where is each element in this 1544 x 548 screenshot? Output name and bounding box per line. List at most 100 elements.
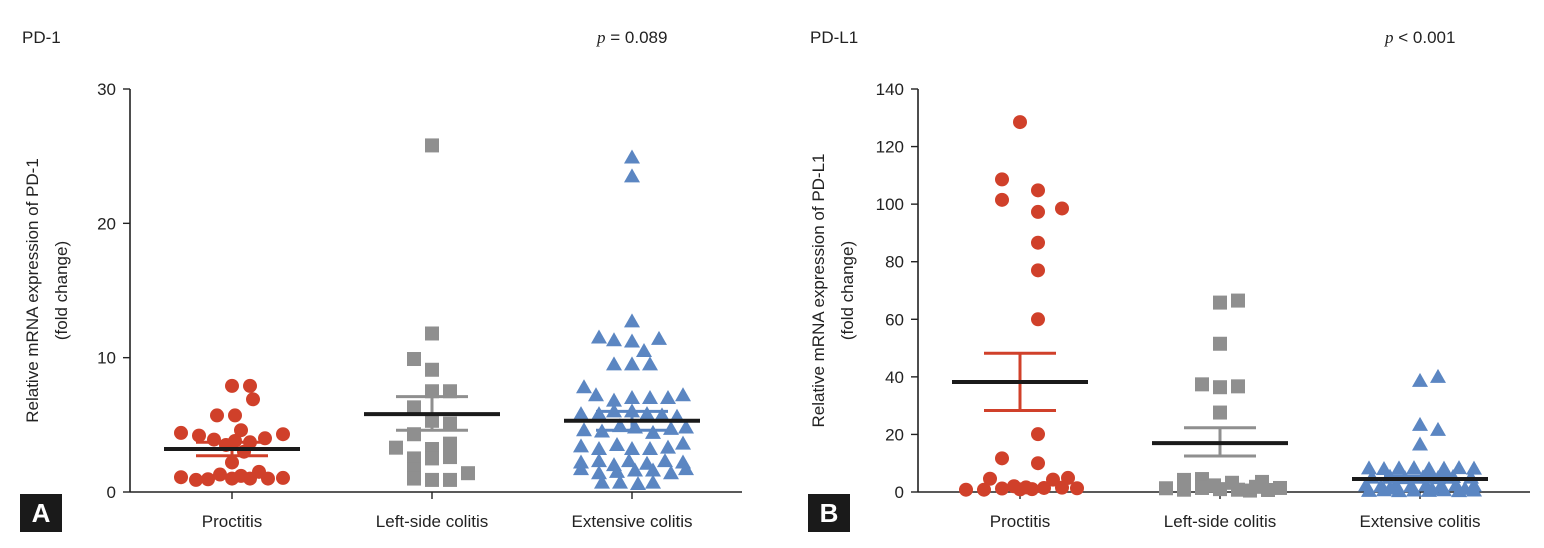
chart-pd1: 0 10 20 30 Proctitis Left-side colitis Extensi… [23, 80, 742, 531]
data-point-triangle [630, 475, 646, 490]
data-point-circle [1070, 481, 1084, 496]
data-point-circle [1031, 204, 1045, 219]
chart-title-pd1: PD-1 [22, 28, 61, 47]
data-point-triangle [642, 389, 658, 404]
data-point-square [1207, 478, 1221, 493]
data-point-triangle [645, 474, 661, 489]
data-point-triangle [636, 342, 652, 357]
data-point-square [407, 451, 421, 466]
data-point-circle [1031, 235, 1045, 250]
data-point-circle [1031, 427, 1045, 442]
data-point-triangle [1430, 421, 1446, 436]
data-point-square [425, 362, 439, 377]
data-point-triangle [624, 441, 640, 456]
data-point-triangle [591, 453, 607, 468]
data-point-circle [995, 481, 1009, 496]
y-tick-label: 140 [876, 80, 904, 99]
data-point-triangle [663, 420, 679, 435]
data-point-triangle [1451, 460, 1467, 475]
data-point-circle [234, 423, 248, 438]
data-point-triangle [594, 474, 610, 489]
data-point-triangle [609, 436, 625, 451]
chart-pdl1: 0 20 40 60 80 100 120 140 Proctitis Left-side col… [809, 80, 1530, 531]
data-point-square [1195, 377, 1209, 392]
y-tick-label: 80 [885, 253, 904, 272]
data-point-triangle [663, 465, 679, 480]
data-point-triangle [660, 389, 676, 404]
p-symbol: p [597, 28, 606, 47]
y-tick-label: 20 [97, 214, 116, 233]
data-point-triangle [645, 462, 661, 477]
y-axis-label-unit: (fold change) [52, 241, 71, 340]
data-point-square [425, 326, 439, 341]
data-point-square [1213, 336, 1227, 351]
data-point-square [1261, 482, 1275, 497]
data-point-square [1249, 479, 1263, 494]
data-point-circle [995, 192, 1009, 207]
y-axis-label: Relative mRNA expression of PD-1 [23, 158, 42, 423]
y-tick-label: 0 [895, 483, 904, 502]
data-point-triangle [591, 406, 607, 421]
data-point-triangle [678, 419, 694, 434]
data-point-triangle [675, 387, 691, 402]
data-point-circle [995, 451, 1009, 466]
data-point-square [389, 440, 403, 455]
data-point-triangle [642, 356, 658, 371]
data-point-circle [276, 427, 290, 442]
data-point-triangle [642, 441, 658, 456]
data-point-triangle [1421, 460, 1437, 475]
data-point-square [443, 436, 457, 451]
data-point-square [1231, 482, 1245, 497]
y-tick-label: 20 [885, 425, 904, 444]
data-point-triangle [1412, 372, 1428, 387]
data-point-triangle [639, 406, 655, 421]
data-point-triangle [624, 313, 640, 328]
data-point-square [425, 451, 439, 466]
data-point-circle [983, 471, 997, 486]
data-point-triangle [1376, 460, 1392, 475]
data-point-circle [213, 467, 227, 482]
data-point-triangle [609, 463, 625, 478]
x-tick-label: Left-side colitis [376, 512, 488, 531]
y-tick-label: 60 [885, 310, 904, 329]
data-point-circle [1031, 183, 1045, 198]
p-value-annotation-pdl1: p < 0.001 [1385, 28, 1455, 48]
data-point-triangle [1436, 460, 1452, 475]
data-point-triangle [591, 329, 607, 344]
y-axis-label-unit: (fold change) [838, 241, 857, 340]
data-point-circle [246, 392, 260, 407]
data-point-triangle [612, 474, 628, 489]
data-point-circle [959, 482, 973, 497]
data-point-circle [1055, 201, 1069, 216]
data-point-square [443, 384, 457, 399]
data-point-circle [228, 408, 242, 423]
data-point-square [443, 416, 457, 431]
data-point-triangle [612, 418, 628, 433]
data-point-square [425, 472, 439, 487]
data-point-triangle [624, 333, 640, 348]
y-tick-label: 100 [876, 195, 904, 214]
p-symbol: p [1385, 28, 1394, 47]
data-point-triangle [1406, 460, 1422, 475]
data-point-triangle [591, 465, 607, 480]
chart-title-pdl1: PD-L1 [810, 28, 859, 47]
data-point-circle [1031, 263, 1045, 278]
data-point-circle [261, 471, 275, 486]
data-point-triangle [588, 387, 604, 402]
data-point-circle [225, 455, 239, 470]
p-value-annotation-pd1: p = 0.089 [597, 28, 667, 48]
data-point-circle [210, 408, 224, 423]
data-point-triangle [657, 453, 673, 468]
data-point-triangle [1406, 482, 1422, 497]
data-point-circle [977, 482, 991, 497]
y-tick-label: 120 [876, 138, 904, 157]
data-point-triangle [1424, 481, 1440, 496]
data-point-circle [1031, 312, 1045, 327]
data-point-circle [174, 425, 188, 440]
data-point-triangle [573, 461, 589, 476]
panel-b: PD-L1 p < 0.001 0 20 40 60 80 100 120 140 Procti… [772, 0, 1544, 548]
y-tick-label: 40 [885, 368, 904, 387]
data-point-circle [225, 378, 239, 393]
data-point-square [1177, 482, 1191, 497]
data-point-square [1213, 405, 1227, 420]
